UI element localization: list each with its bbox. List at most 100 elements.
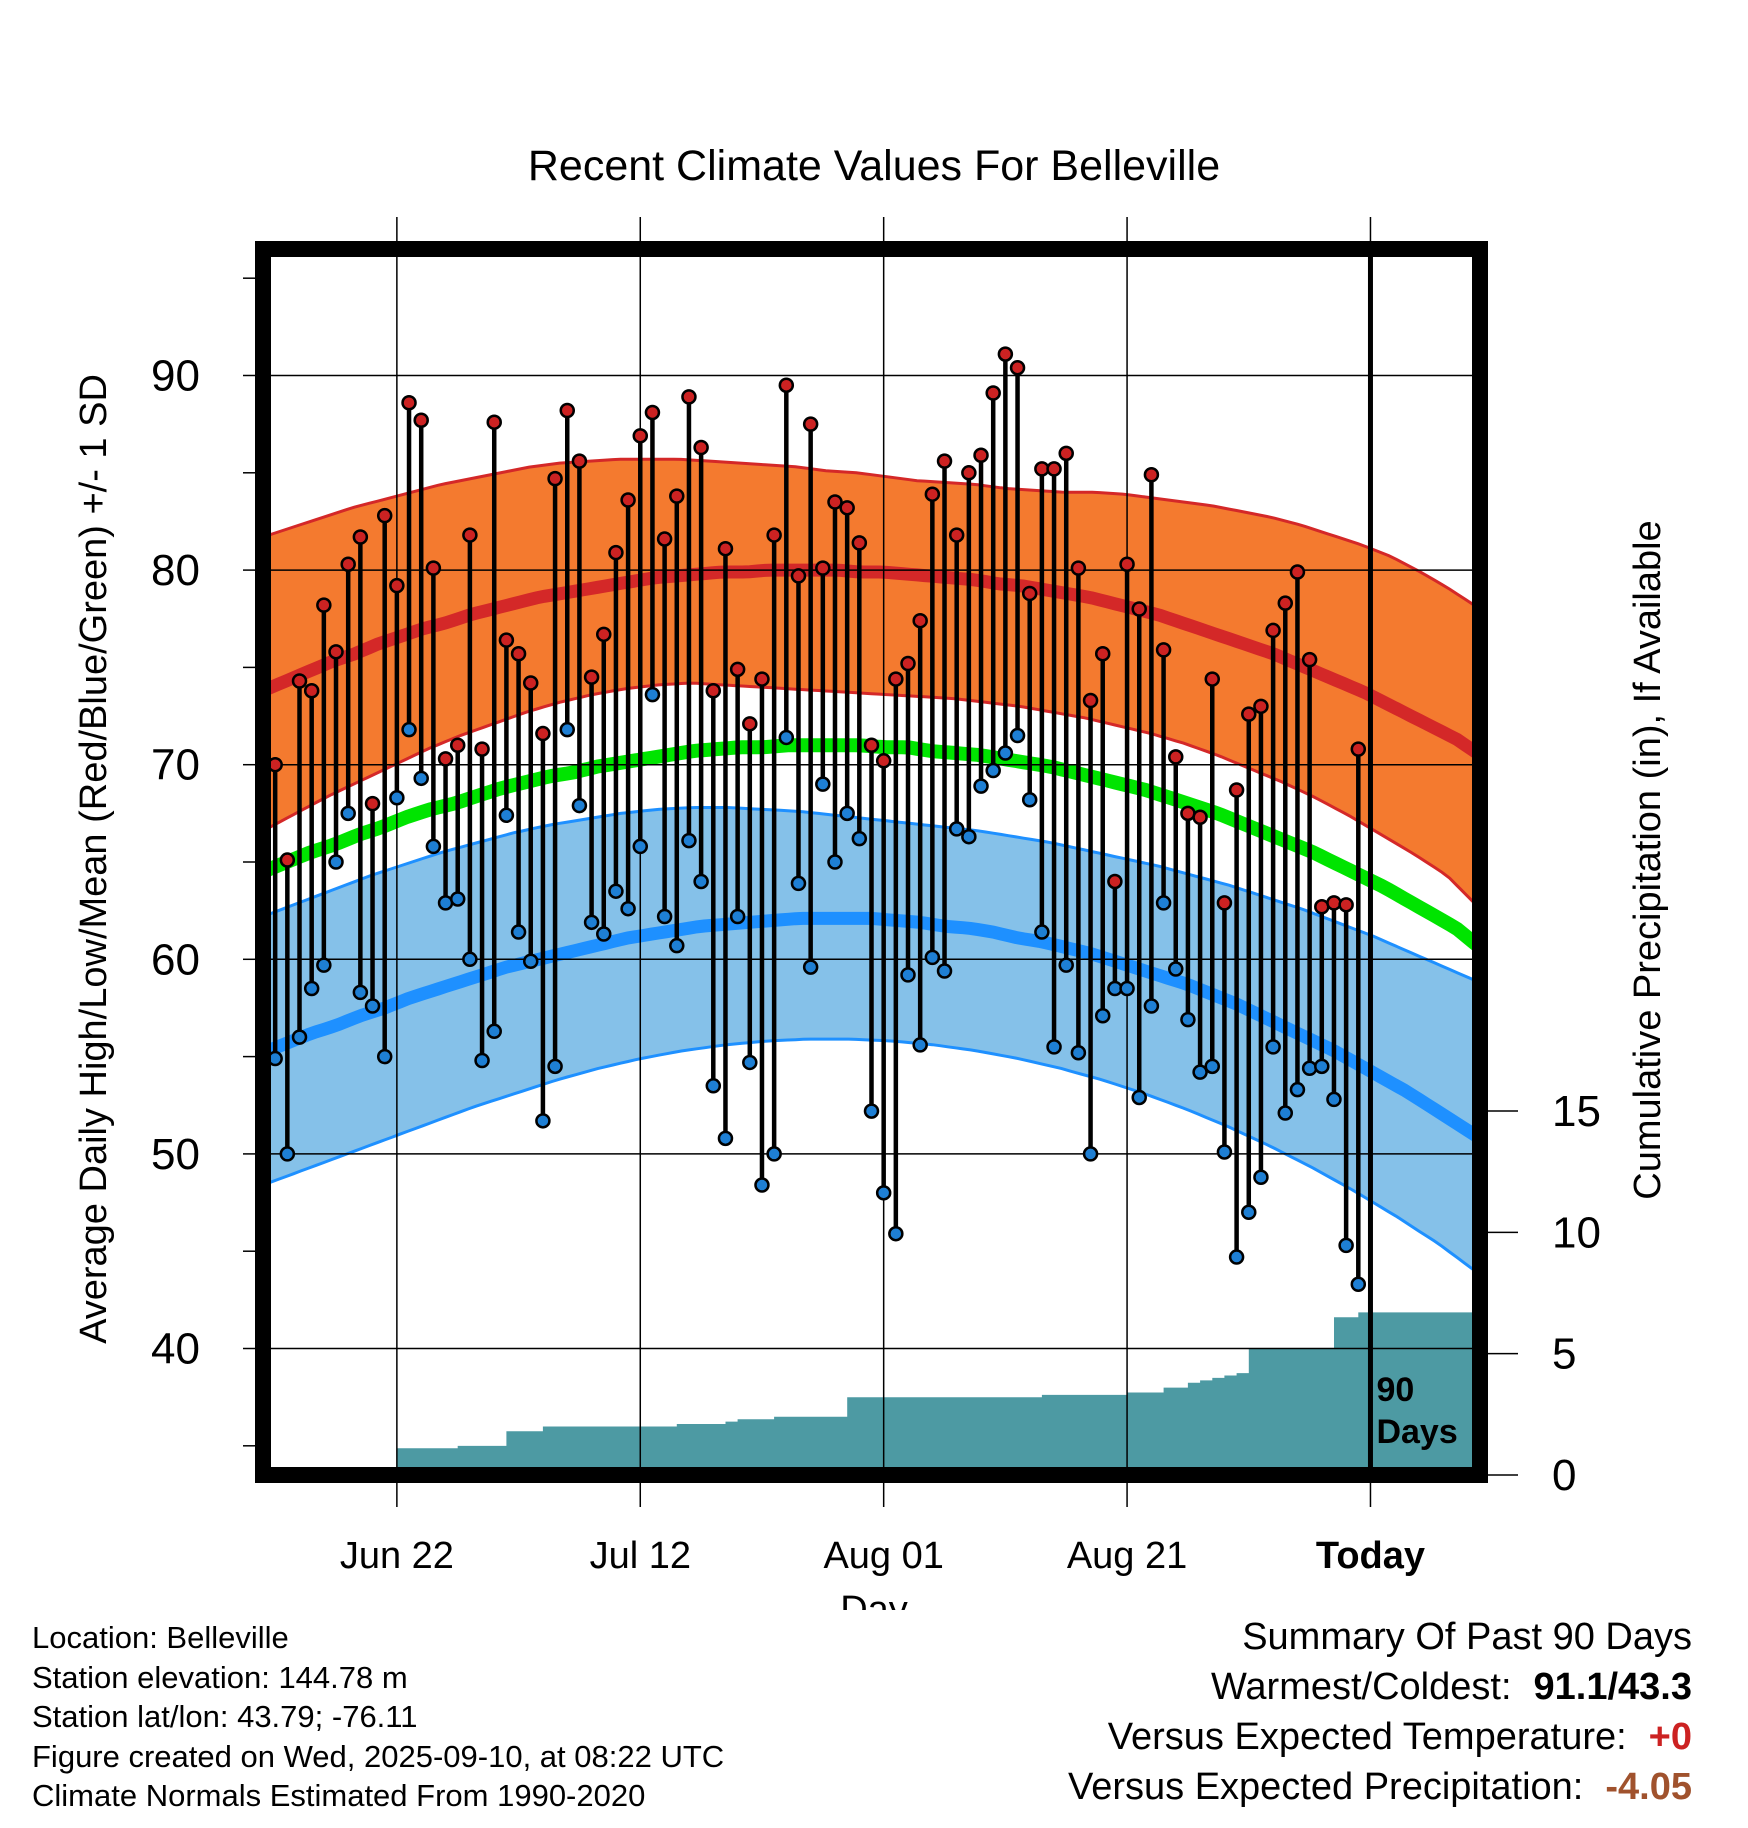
daily-high-point [1228,782,1245,798]
daily-high-point [401,394,417,411]
daily-low-point [1143,998,1160,1014]
daily-high-point [376,507,393,524]
daily-low-point [413,770,429,787]
daily-high-point [389,577,405,594]
precip-value: -4.05 [1605,1766,1692,1808]
daily-high-point [1168,749,1184,765]
daily-low-point [474,1052,490,1069]
daily-high-point [985,385,1001,401]
daily-low-point [924,949,941,966]
daily-high-point [863,737,880,753]
daily-high-point [559,402,575,419]
precip-tick-label: 0 [1552,1451,1576,1500]
daily-high-point [778,377,795,393]
daily-low-point [559,721,575,738]
y-tick-label: 80 [151,546,200,595]
daily-low-point [851,830,868,847]
daily-high-point [328,644,344,660]
daily-low-point [827,854,843,870]
daily-high-point [1155,642,1172,658]
x-axis-label: Day [840,1589,908,1610]
daily-high-point [888,671,904,687]
precip-tick-label: 5 [1552,1330,1576,1379]
daily-high-point [620,492,636,508]
daily-high-point [681,389,697,405]
temp-value: +0 [1648,1716,1692,1758]
daily-low-point [1241,1204,1257,1221]
daily-low-point [535,1113,551,1129]
daily-high-point [1277,595,1294,611]
daily-low-point [1046,1039,1062,1055]
daily-high-point [875,753,892,769]
daily-high-point [790,568,807,584]
x-tick-label: Jun 22 [340,1535,454,1577]
daily-high-point [1143,466,1160,483]
daily-high-point [303,682,320,699]
daily-low-point [1009,727,1026,744]
normal-high-line [263,563,1480,761]
daily-high-point [1301,651,1318,668]
daily-low-point [936,963,953,979]
daily-high-point [316,597,332,613]
y-tick-label: 70 [151,741,200,790]
station-info: Location: Belleville Station elevation: … [32,1618,724,1816]
daily-high-point [413,412,429,429]
daily-low-point [802,959,819,975]
daily-low-point [425,838,442,855]
x-tick-label: Today [1316,1535,1425,1577]
daily-low-point [912,1037,928,1053]
daily-high-point [596,626,612,643]
daily-high-point [1289,564,1306,580]
daily-low-point [778,729,795,746]
daily-high-point [1070,560,1087,576]
daily-low-point [632,838,649,855]
x-tick-label: Aug 01 [823,1535,943,1577]
daily-low-point [961,828,977,845]
daily-low-point [449,891,466,907]
daily-low-point [1034,924,1050,940]
daily-low-point [486,1023,502,1040]
daily-low-point [875,1185,892,1201]
daily-low-point [340,805,356,822]
y-tick-label: 50 [151,1130,200,1179]
daily-high-point [1241,706,1257,722]
daily-low-point [973,778,989,794]
warm-cold-label: Warmest/Coldest: [1210,1666,1512,1708]
daily-high-point [1107,873,1123,890]
daily-low-point [705,1078,722,1094]
daily-low-point [790,875,807,892]
summary-temp: Versus Expected Temperature: +0 [1068,1712,1692,1762]
summary-precip: Versus Expected Precipitation: -4.05 [1068,1762,1692,1812]
daily-low-point [303,980,320,997]
summary-warm-cold: Warmest/Coldest: 91.1/43.3 [1068,1662,1692,1712]
daily-high-point [1350,741,1367,757]
daily-high-point [1021,585,1038,602]
daily-high-point [973,447,989,464]
daily-high-point [1094,646,1111,662]
daily-high-point [1216,895,1233,911]
daily-low-point [279,1146,296,1162]
daily-low-point [1289,1081,1306,1098]
daily-low-point [754,1177,770,1193]
daily-high-point [1326,895,1342,911]
created-text: Figure created on Wed, 2025-09-10, at 08… [32,1738,725,1774]
daily-low-point [1216,1144,1233,1160]
daily-low-point [888,1225,904,1242]
daily-low-point [571,797,588,814]
plot-frame [255,241,1488,1483]
normals-text: Climate Normals Estimated From 1990-2020 [32,1778,646,1813]
daily-low-point [1350,1276,1367,1293]
daily-high-point [510,646,527,662]
chart-title: Recent Climate Values For Belleville [528,142,1220,190]
daily-high-point [742,716,758,732]
daily-high-point [924,486,941,502]
daily-low-point [1228,1249,1245,1265]
daily-low-point [1253,1169,1269,1186]
daily-high-point [827,494,843,510]
daily-low-point [839,805,855,822]
daily-high-point [754,671,770,687]
daily-low-point [498,807,515,824]
summary-title: Summary Of Past 90 Days [1242,1616,1692,1658]
daily-high-point [1192,809,1208,825]
daily-high-point [486,414,502,430]
